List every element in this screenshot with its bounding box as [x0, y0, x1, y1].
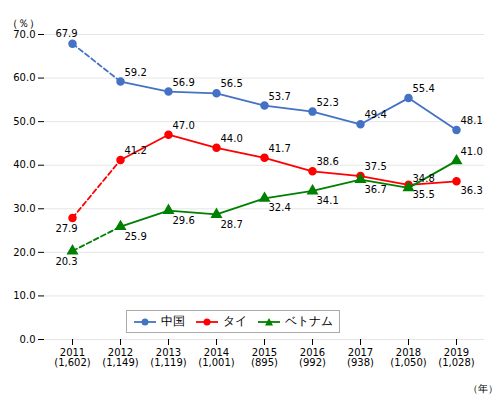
svg-text:67.9: 67.9 — [55, 28, 77, 39]
svg-text:55.4: 55.4 — [413, 83, 435, 94]
svg-text:2015(895): 2015(895) — [251, 347, 278, 368]
svg-text:34.8: 34.8 — [413, 173, 435, 184]
svg-text:10.0: 10.0 — [13, 290, 35, 301]
svg-text:29.6: 29.6 — [173, 215, 195, 226]
svg-text:59.2: 59.2 — [125, 67, 147, 78]
svg-text:60.0: 60.0 — [13, 72, 35, 83]
svg-text:41.7: 41.7 — [269, 143, 291, 154]
svg-text:27.9: 27.9 — [55, 223, 77, 234]
svg-text:44.0: 44.0 — [221, 133, 243, 144]
html-text:タイ: タイ — [223, 314, 248, 328]
svg-text:52.3: 52.3 — [317, 97, 339, 108]
svg-text:47.0: 47.0 — [173, 120, 195, 131]
svg-text:38.6: 38.6 — [317, 156, 339, 167]
svg-text:41.0: 41.0 — [461, 146, 483, 157]
svg-text:2011(1,602): 2011(1,602) — [54, 347, 91, 368]
svg-text:0.0: 0.0 — [20, 334, 36, 345]
svg-text:25.9: 25.9 — [125, 231, 147, 242]
svg-text:2014(1,001): 2014(1,001) — [198, 347, 235, 368]
svg-text:（年）: （年） — [468, 383, 498, 394]
svg-text:30.0: 30.0 — [13, 203, 35, 214]
svg-text:2016(992): 2016(992) — [299, 347, 326, 368]
html-text:中国: 中国 — [161, 314, 186, 328]
svg-text:2012(1,149): 2012(1,149) — [102, 347, 139, 368]
svg-text:48.1: 48.1 — [461, 115, 483, 126]
svg-text:2013(1,119): 2013(1,119) — [150, 347, 187, 368]
svg-text:28.7: 28.7 — [221, 219, 243, 230]
svg-text:36.7: 36.7 — [365, 184, 387, 195]
svg-text:20.3: 20.3 — [55, 256, 77, 267]
svg-text:49.4: 49.4 — [365, 109, 387, 120]
svg-text:2018(1,050): 2018(1,050) — [390, 347, 427, 368]
svg-text:35.5: 35.5 — [413, 189, 435, 200]
svg-text:32.4: 32.4 — [269, 202, 291, 213]
svg-text:20.0: 20.0 — [13, 247, 35, 258]
svg-text:50.0: 50.0 — [13, 116, 35, 127]
svg-text:56.9: 56.9 — [173, 77, 195, 88]
svg-text:53.7: 53.7 — [269, 91, 291, 102]
svg-text:70.0: 70.0 — [13, 29, 35, 40]
svg-text:2017(938): 2017(938) — [347, 347, 374, 368]
svg-text:41.2: 41.2 — [125, 145, 147, 156]
svg-text:56.5: 56.5 — [221, 78, 243, 89]
svg-text:36.3: 36.3 — [461, 185, 483, 196]
svg-text:37.5: 37.5 — [365, 161, 387, 172]
svg-text:2019(1,028): 2019(1,028) — [438, 347, 475, 368]
svg-text:34.1: 34.1 — [317, 195, 339, 206]
svg-text:（％）: （％） — [7, 17, 40, 30]
html-text:ベトナム: ベトナム — [285, 314, 334, 328]
svg-text:40.0: 40.0 — [13, 159, 35, 170]
